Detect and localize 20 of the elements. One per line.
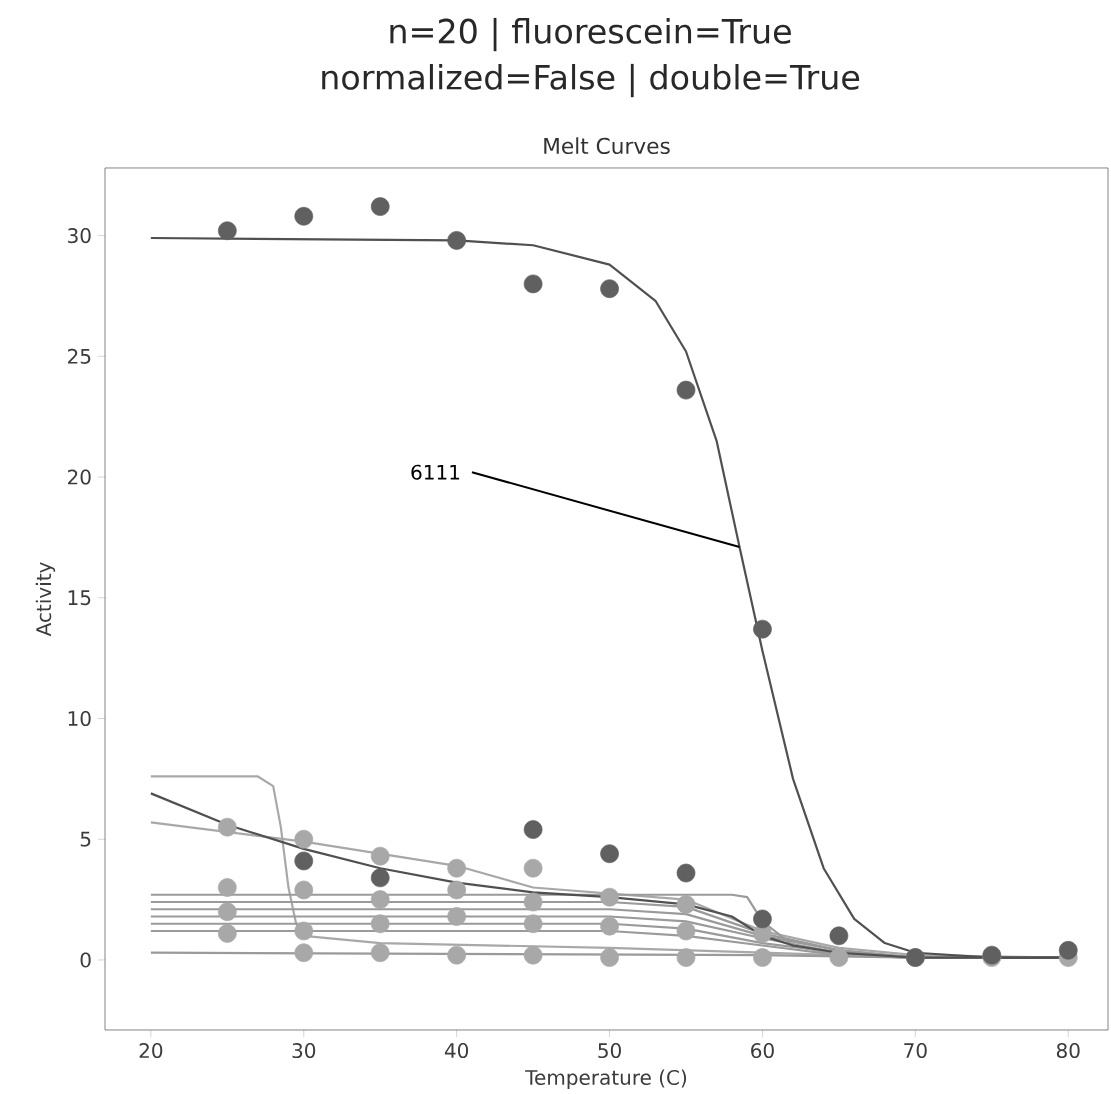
text: Melt Curves xyxy=(544,137,670,154)
y-axis-title: Activity xyxy=(35,561,56,637)
x-tick-label: 40 xyxy=(444,1042,469,1058)
chart-title: n=20 | fluorescein=True xyxy=(390,17,791,51)
y-tick-label: 10 xyxy=(68,710,91,726)
x-tick-label: 60 xyxy=(751,1042,774,1058)
y-tick-label: 25 xyxy=(68,348,91,364)
x-tick-label: 30 xyxy=(292,1042,316,1058)
annotation: 6111 xyxy=(411,464,460,480)
y-tick-label: 30 xyxy=(68,227,91,243)
x-axis-title: Temperature (C) xyxy=(525,1069,687,1089)
x-tick-label: 70 xyxy=(904,1042,927,1058)
x-tick-label: 50 xyxy=(598,1042,621,1058)
x-tick-label: 80 xyxy=(1056,1042,1080,1058)
y-tick-label: 20 xyxy=(68,469,91,485)
y-tick-label: 0 xyxy=(80,952,91,968)
chart-subtitle: normalized=False | double=True xyxy=(322,63,860,97)
y-tick-label: 15 xyxy=(68,590,91,605)
x-tick-label: 20 xyxy=(139,1042,163,1058)
y-tick-label: 5 xyxy=(80,831,91,847)
